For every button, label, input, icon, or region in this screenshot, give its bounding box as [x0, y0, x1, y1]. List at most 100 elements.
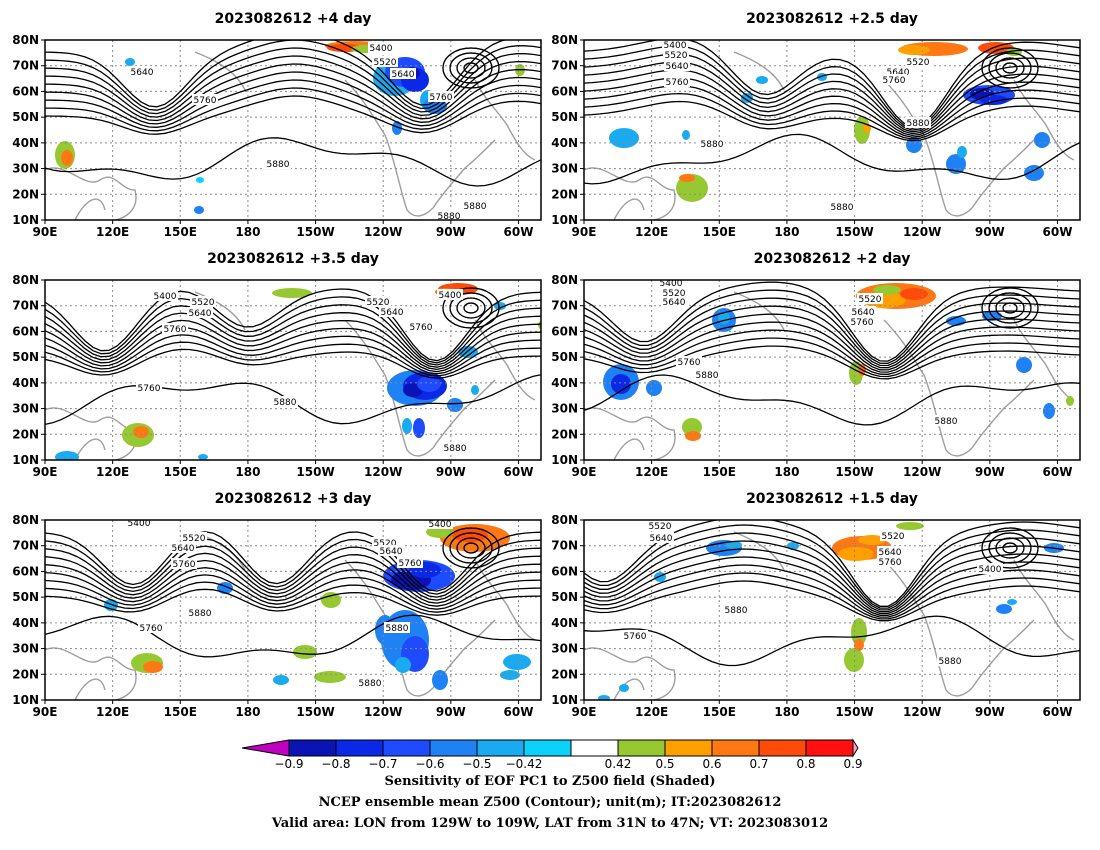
- sensitivity-shade: [503, 654, 531, 670]
- lat-tick-label: 10N: [551, 453, 578, 467]
- lat-tick-label: 60N: [12, 324, 39, 338]
- lat-tick-label: 40N: [551, 616, 578, 630]
- map-background: [45, 40, 541, 220]
- sensitivity-shade: [598, 695, 610, 700]
- z500-contour: [45, 588, 541, 616]
- colorbar-tick-label: 0.42: [605, 757, 632, 771]
- coastline: [584, 407, 676, 460]
- lon-tick-label: 60W: [504, 225, 534, 239]
- sensitivity-shade: [685, 431, 701, 441]
- contour-label: 5880: [831, 203, 854, 213]
- z500-contour: [584, 321, 1080, 373]
- contour-label-bg: [977, 563, 1003, 574]
- contour-label: 5400: [660, 279, 683, 289]
- colorbar-tick-label: 0.5: [655, 757, 674, 771]
- contour-label: 5640: [131, 68, 154, 78]
- z500-contour: [45, 319, 541, 371]
- colorbar-tick-label: −0.9: [274, 757, 303, 771]
- lat-tick-label: 30N: [12, 402, 39, 416]
- sensitivity-shade: [873, 285, 901, 295]
- contour-label-bg: [428, 91, 454, 102]
- lat-tick-label: 30N: [12, 642, 39, 656]
- contour-label-bg: [905, 56, 931, 67]
- map-panel-5: 5400552056405760588057605520564057605400…: [12, 491, 542, 719]
- contour-label: 5400: [128, 519, 151, 529]
- closed-contour: [442, 47, 500, 89]
- sensitivity-shade: [402, 418, 412, 434]
- contour-label: 5760: [138, 384, 161, 394]
- lon-tick-label: 120E: [635, 705, 668, 719]
- contour-label-bg: [933, 415, 959, 426]
- contour-label: 5640: [650, 534, 673, 544]
- closed-contour: [988, 532, 1032, 564]
- map-background: [584, 280, 1080, 460]
- contour-label-bg: [192, 94, 218, 105]
- coastline: [45, 647, 137, 700]
- contour-label-bg: [397, 557, 423, 568]
- contour-label: 5520: [663, 289, 686, 299]
- closed-contour: [988, 292, 1032, 324]
- sensitivity-shade: [194, 206, 204, 214]
- contour-label-bg: [136, 382, 162, 393]
- closed-contour: [456, 537, 486, 559]
- panel-title: 2023082612 +2 day: [754, 251, 911, 267]
- closed-contour: [449, 292, 493, 324]
- contour-label: 5760: [194, 96, 217, 106]
- coastline: [733, 51, 785, 91]
- lat-tick-label: 60N: [551, 84, 578, 98]
- coastline: [971, 139, 1035, 209]
- lon-tick-label: 120E: [635, 465, 668, 479]
- lon-tick-label: 150E: [703, 705, 736, 719]
- colorbar-lower-extension: [241, 739, 290, 757]
- sensitivity-shade: [858, 535, 886, 545]
- lat-tick-label: 30N: [551, 642, 578, 656]
- lon-tick-label: 90E: [33, 465, 58, 479]
- coastline: [432, 139, 496, 209]
- sensitivity-shade: [980, 95, 1008, 105]
- z500-contour: [584, 329, 1080, 375]
- colorbar-swatch: [288, 739, 337, 757]
- coastline: [883, 79, 973, 217]
- coastline: [613, 198, 645, 220]
- map-frame: [583, 279, 1081, 461]
- z500-contour: [45, 614, 541, 658]
- contour-label: 5760: [879, 558, 902, 568]
- sensitivity-shade: [413, 418, 425, 438]
- lat-tick-label: 10N: [551, 693, 578, 707]
- coastline: [194, 291, 246, 331]
- contour-label: 5640: [172, 544, 195, 554]
- closed-contour: [442, 527, 500, 569]
- lon-tick-label: 60W: [1043, 705, 1073, 719]
- closed-contour: [1002, 302, 1018, 314]
- z500-contour: [45, 559, 541, 604]
- sensitivity-shade: [609, 128, 639, 148]
- contour-label: 5880: [696, 371, 719, 381]
- contour-label-bg: [365, 296, 391, 307]
- z500-contour: [45, 87, 541, 132]
- lon-tick-label: 120E: [96, 465, 129, 479]
- z500-contour: [45, 288, 541, 362]
- contour-label-bg: [877, 556, 903, 567]
- sensitivity-shade: [392, 121, 402, 135]
- z500-contour: [45, 334, 541, 375]
- contour-label-bg: [408, 321, 434, 332]
- coastline: [432, 379, 496, 449]
- z500-contour: [45, 63, 541, 122]
- lat-tick-label: 10N: [12, 453, 39, 467]
- contour-label: 5520: [183, 534, 206, 544]
- coastline: [1013, 559, 1075, 641]
- colorbar-swatch: [570, 739, 619, 757]
- contour-label: 5400: [429, 520, 452, 530]
- lon-tick-label: 150W: [835, 465, 873, 479]
- sensitivity-shade: [447, 398, 463, 412]
- z500-contour: [584, 289, 1080, 364]
- contour-label: 5760: [173, 560, 196, 570]
- sensitivity-shade: [500, 670, 520, 680]
- z500-contour: [584, 92, 1080, 140]
- sensitivity-shade: [1016, 357, 1032, 373]
- closed-contour: [463, 62, 479, 74]
- coastline: [194, 51, 246, 91]
- contour-label-bg: [676, 356, 702, 367]
